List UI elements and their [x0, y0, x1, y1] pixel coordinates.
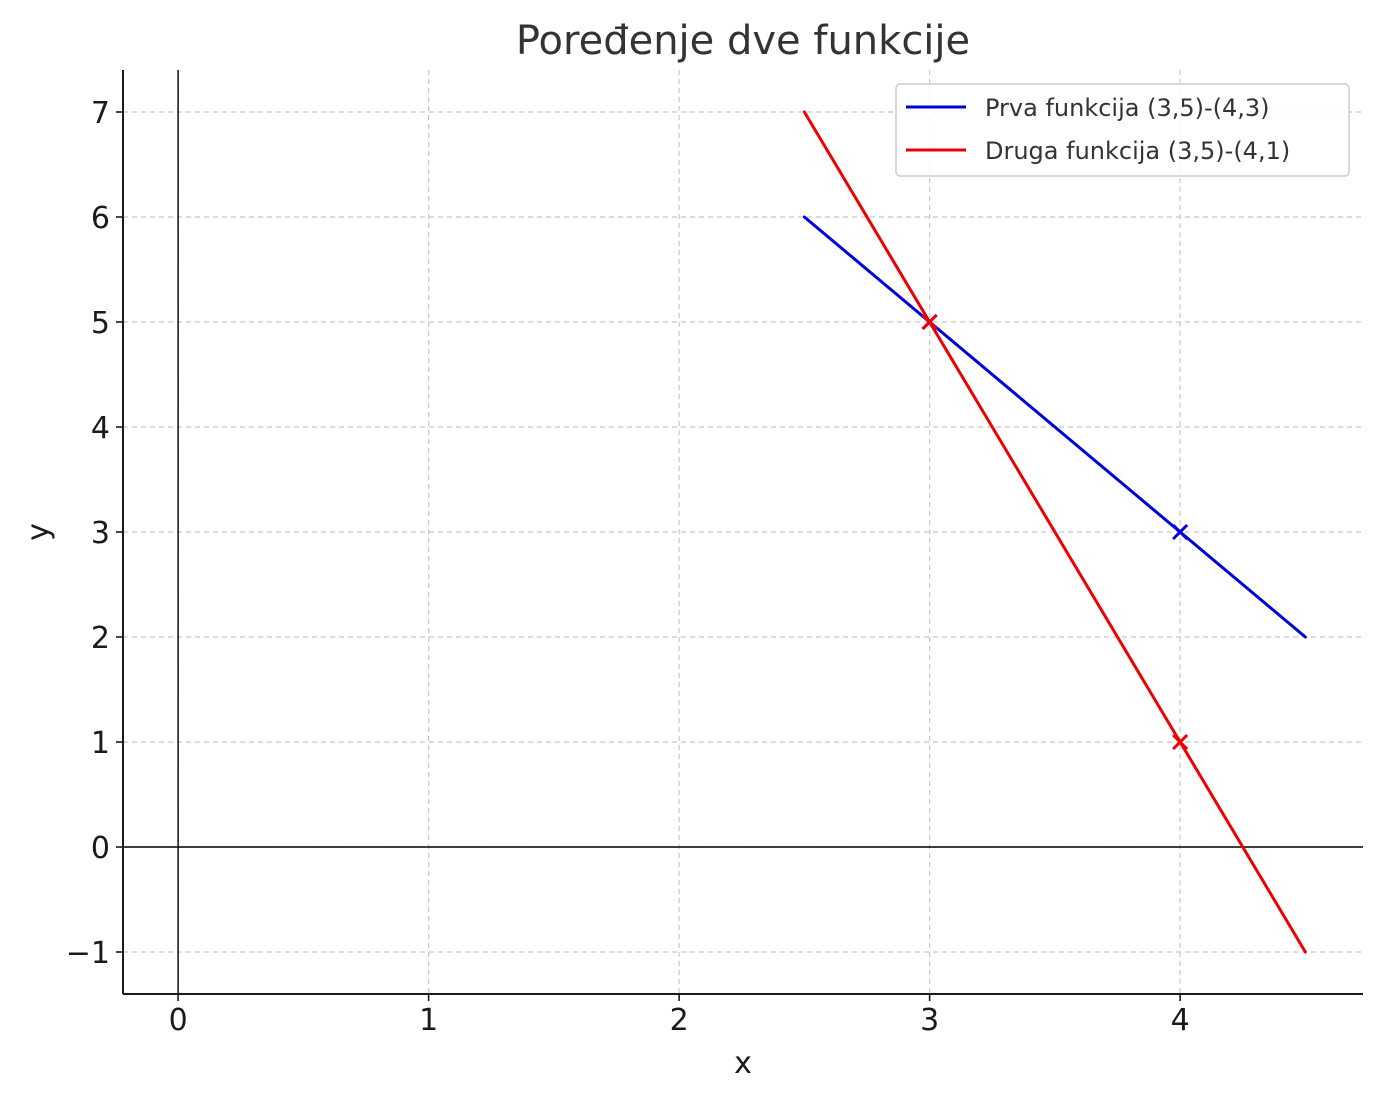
legend-label-series-1: Prva funkcija (3,5)-(4,3) — [985, 94, 1270, 122]
series-line-2 — [802, 110, 1307, 954]
x-tick-label: 1 — [419, 1003, 438, 1038]
data-markers — [921, 313, 1189, 751]
x-marker-series-1 — [1172, 523, 1189, 541]
series-line-1 — [802, 215, 1307, 639]
x-marker-series-2 — [921, 313, 938, 331]
y-tick-label: 0 — [91, 831, 110, 866]
legend-box — [895, 83, 1350, 177]
series-lines — [802, 110, 1307, 954]
y-tick-label: 1 — [91, 726, 110, 761]
chart-title: Poređenje dve funkcije — [516, 18, 970, 64]
zero-axis-lines — [123, 70, 1363, 994]
y-tick-label: −1 — [66, 936, 110, 971]
y-axis-label: y — [21, 523, 56, 541]
y-tick-label: 7 — [91, 96, 110, 131]
x-axis-ticks: 0 1 2 3 4 — [169, 994, 1190, 1038]
x-marker-series-2 — [1172, 733, 1189, 751]
legend: Prva funkcija (3,5)-(4,3) Druga funkcija… — [895, 83, 1350, 177]
y-tick-label: 4 — [91, 411, 110, 446]
x-tick-label: 0 — [169, 1003, 188, 1038]
x-tick-label: 4 — [1171, 1003, 1190, 1038]
x-axis-label: x — [734, 1046, 752, 1081]
x-tick-label: 2 — [670, 1003, 689, 1038]
legend-label-series-2: Druga funkcija (3,5)-(4,1) — [985, 137, 1290, 165]
y-axis-ticks: −1 0 1 2 3 4 5 6 7 — [66, 96, 123, 971]
y-tick-label: 5 — [91, 306, 110, 341]
y-tick-label: 3 — [91, 516, 110, 551]
y-tick-label: 6 — [91, 201, 110, 236]
grid-lines — [123, 70, 1363, 994]
x-tick-label: 3 — [920, 1003, 939, 1038]
y-tick-label: 2 — [91, 621, 110, 656]
